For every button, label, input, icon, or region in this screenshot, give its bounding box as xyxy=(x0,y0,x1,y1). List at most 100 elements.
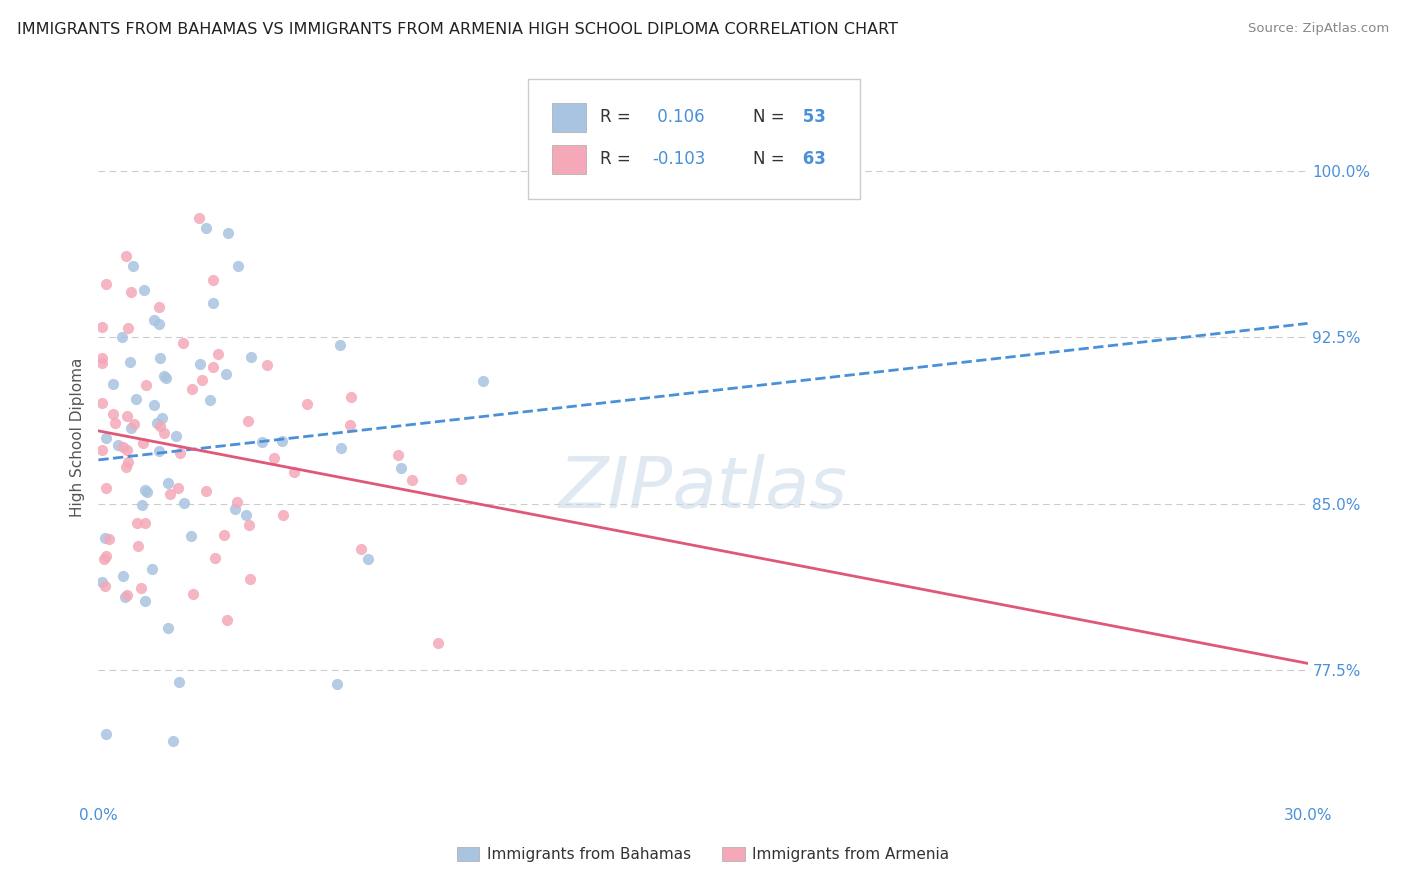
Text: Source: ZipAtlas.com: Source: ZipAtlas.com xyxy=(1249,22,1389,36)
Point xyxy=(224,502,246,516)
Point xyxy=(131,498,153,512)
Point xyxy=(471,374,494,388)
Point xyxy=(215,367,238,381)
Point xyxy=(188,357,211,371)
Point xyxy=(157,622,180,636)
Text: N =: N = xyxy=(752,109,785,127)
Point xyxy=(198,392,221,407)
Point xyxy=(217,613,239,627)
Point xyxy=(173,496,195,510)
Point xyxy=(225,495,247,509)
Point xyxy=(149,351,172,366)
Point xyxy=(132,436,155,450)
Point xyxy=(115,443,138,458)
Point xyxy=(97,533,120,547)
Point xyxy=(329,338,352,352)
Point xyxy=(115,588,138,602)
Point xyxy=(96,549,118,564)
Point xyxy=(101,376,124,391)
Point xyxy=(340,390,363,404)
Text: N =: N = xyxy=(752,150,785,168)
Point xyxy=(202,272,225,286)
Point xyxy=(91,443,114,458)
Text: -0.103: -0.103 xyxy=(652,150,706,168)
Point xyxy=(201,296,224,310)
Text: IMMIGRANTS FROM BAHAMAS VS IMMIGRANTS FROM ARMENIA HIGH SCHOOL DIPLOMA CORRELATI: IMMIGRANTS FROM BAHAMAS VS IMMIGRANTS FR… xyxy=(17,22,898,37)
Point xyxy=(270,434,292,449)
Point xyxy=(118,354,141,368)
Point xyxy=(226,259,249,273)
Point xyxy=(94,531,117,545)
Point xyxy=(134,516,156,530)
Point xyxy=(450,472,472,486)
Point xyxy=(159,487,181,501)
Point xyxy=(195,221,218,235)
Point xyxy=(134,594,156,608)
Point xyxy=(114,590,136,604)
Point xyxy=(122,417,145,431)
Point xyxy=(212,528,235,542)
Point xyxy=(350,542,373,557)
Point xyxy=(167,481,190,495)
Point xyxy=(150,410,173,425)
Point xyxy=(329,441,352,455)
Point xyxy=(283,465,305,479)
Point xyxy=(93,552,115,566)
Point xyxy=(104,417,127,431)
Text: R =: R = xyxy=(600,109,631,127)
Point xyxy=(165,429,187,443)
Text: R =: R = xyxy=(600,150,631,168)
Point xyxy=(239,351,262,365)
Point xyxy=(134,483,156,497)
Point xyxy=(91,574,114,589)
Point xyxy=(162,734,184,748)
FancyBboxPatch shape xyxy=(551,145,586,174)
Text: 53: 53 xyxy=(797,109,827,127)
Point xyxy=(236,414,259,428)
Point xyxy=(115,409,138,424)
Point xyxy=(121,259,143,273)
Point xyxy=(117,455,139,469)
Point xyxy=(114,250,136,264)
Point xyxy=(187,211,209,225)
Point xyxy=(389,460,412,475)
Legend: Immigrants from Bahamas, Immigrants from Armenia: Immigrants from Bahamas, Immigrants from… xyxy=(450,841,956,868)
Point xyxy=(94,431,117,445)
Point xyxy=(120,285,142,300)
Point xyxy=(148,317,170,331)
Point xyxy=(107,438,129,452)
Point xyxy=(112,440,135,454)
Point xyxy=(153,369,176,384)
Point xyxy=(180,529,202,543)
Point xyxy=(256,358,278,372)
Point xyxy=(191,373,214,387)
Text: 63: 63 xyxy=(797,150,827,168)
Point xyxy=(149,419,172,434)
Point xyxy=(117,321,139,335)
Point xyxy=(339,417,361,432)
Point xyxy=(142,313,165,327)
Point xyxy=(96,727,118,741)
Point xyxy=(91,351,114,365)
Point xyxy=(135,484,157,499)
Point xyxy=(167,675,190,690)
Point xyxy=(143,398,166,412)
Point xyxy=(141,562,163,576)
Point xyxy=(114,459,136,474)
Point xyxy=(131,581,153,595)
Point xyxy=(145,416,167,430)
Point xyxy=(169,446,191,460)
Point xyxy=(111,569,134,583)
Point xyxy=(155,371,177,385)
Point xyxy=(120,421,142,435)
Point xyxy=(125,392,148,407)
Point xyxy=(202,360,225,375)
Point xyxy=(103,407,125,421)
Point xyxy=(204,551,226,566)
Point xyxy=(252,435,274,450)
Point xyxy=(207,346,229,360)
Point xyxy=(239,572,262,586)
Point xyxy=(295,397,318,411)
Point xyxy=(110,330,132,344)
Point xyxy=(180,382,202,396)
